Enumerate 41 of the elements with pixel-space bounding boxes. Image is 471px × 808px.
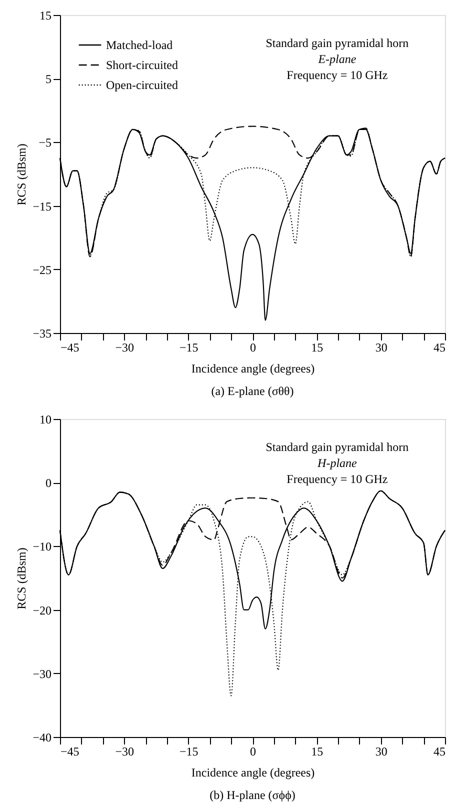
annotation: Standard gain pyramidal horn: [266, 36, 409, 50]
y-tick-label: 5: [46, 72, 52, 86]
y-axis-title: RCS (dBsm): [14, 144, 29, 206]
annotation: Standard gain pyramidal horn: [266, 440, 409, 454]
x-tick-label: 0: [250, 340, 256, 354]
y-tick-label: −5: [38, 136, 52, 150]
y-tick-label: −25: [32, 262, 52, 277]
y-tick-label: −30: [32, 666, 52, 681]
x-tick-label: 30: [375, 340, 388, 354]
x-tick-label: 45: [434, 340, 446, 354]
y-tick-label: −35: [32, 326, 52, 340]
legend-label: Open-circuited: [106, 78, 178, 92]
x-tick-label: 15: [311, 744, 324, 758]
x-tick-label: 45: [434, 744, 446, 758]
y-tick-label: 15: [40, 8, 52, 22]
x-tick-label: −45: [60, 340, 80, 354]
x-axis-title: Incidence angle (degrees): [191, 362, 315, 376]
x-tick-label: −45: [60, 744, 80, 758]
annotation: E-plane: [317, 52, 357, 66]
x-tick-label: −15: [179, 744, 198, 758]
x-tick-label: 0: [250, 744, 256, 758]
legend-label: Matched-load: [106, 38, 173, 52]
x-tick-label: 30: [375, 744, 388, 758]
x-tick-label: 15: [311, 340, 324, 354]
text: (b) H-plane (σϕϕ): [210, 788, 296, 802]
x-tick-label: −30: [115, 340, 134, 354]
x-axis-title: Incidence angle (degrees): [191, 766, 315, 780]
y-tick-label: −20: [32, 603, 52, 618]
y-axis-title: RCS (dBsm): [14, 548, 29, 610]
y-tick-label: −15: [32, 199, 52, 214]
annotation: H-plane: [316, 456, 358, 470]
y-tick-label: −10: [32, 540, 52, 554]
annotation: Frequency = 10 GHz: [286, 68, 388, 82]
y-tick-label: 10: [40, 412, 52, 426]
x-tick-label: −30: [115, 744, 134, 758]
text: (a) E-plane (σθθ): [211, 384, 294, 398]
y-tick-label: −40: [32, 730, 52, 744]
x-tick-label: −15: [179, 340, 198, 354]
legend-label: Short-circuited: [106, 58, 178, 72]
y-tick-label: 0: [46, 476, 52, 490]
annotation: Frequency = 10 GHz: [286, 472, 388, 486]
